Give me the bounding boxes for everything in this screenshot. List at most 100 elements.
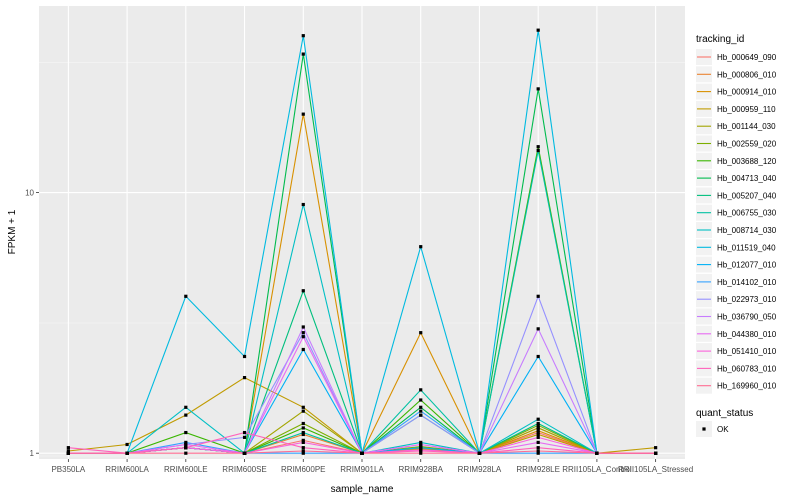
x-tick-label: RRII105LA_Stressed — [618, 465, 693, 474]
data-point — [419, 405, 423, 409]
data-point — [301, 405, 305, 409]
legend-label: Hb_004713_040 — [717, 174, 777, 183]
data-point — [536, 449, 540, 453]
data-point — [536, 423, 540, 427]
data-point — [301, 335, 305, 339]
data-point — [242, 430, 247, 435]
y-axis-title: FPKM + 1 — [7, 209, 18, 254]
x-tick-label: RRIM600SE — [222, 465, 266, 474]
data-point — [301, 289, 305, 293]
x-tick-label: PB350LA — [51, 465, 85, 474]
legend-label: Hb_002559_020 — [717, 140, 777, 149]
data-point — [536, 294, 540, 298]
data-point — [301, 409, 305, 413]
series-points — [66, 28, 658, 455]
legend-label: Hb_012077_010 — [717, 261, 777, 270]
data-point — [536, 435, 540, 439]
data-point — [66, 449, 70, 453]
data-point — [536, 426, 540, 430]
shape-legend-items: OK — [696, 421, 729, 437]
data-point — [301, 449, 305, 453]
data-point — [301, 451, 305, 455]
legend-label: Hb_008714_030 — [717, 226, 777, 235]
data-point — [477, 451, 482, 455]
legend-label: Hb_022973_010 — [717, 295, 777, 304]
data-point — [301, 52, 305, 56]
data-point — [184, 451, 188, 455]
data-point — [419, 440, 423, 445]
legend-label: Hb_006755_030 — [717, 209, 777, 218]
data-point — [536, 417, 540, 421]
data-point — [242, 376, 247, 380]
data-point — [419, 245, 423, 249]
y-tick-label: 1 — [30, 449, 35, 458]
shape-legend-label: OK — [717, 425, 729, 434]
data-point — [536, 421, 540, 426]
legend-label: Hb_000649_090 — [717, 53, 777, 62]
legend-label: Hb_060783_010 — [717, 364, 777, 373]
data-point — [536, 432, 540, 437]
legend-label: Hb_000914_010 — [717, 88, 777, 97]
data-point — [536, 451, 540, 455]
data-point — [419, 409, 423, 413]
data-point — [301, 446, 305, 450]
data-point — [654, 451, 658, 455]
legend: tracking_id Hb_000649_090 Hb_000806_010 Hb… — [696, 34, 777, 437]
data-point — [536, 446, 540, 450]
data-point — [536, 430, 540, 435]
data-point — [419, 446, 423, 450]
data-point — [184, 294, 188, 298]
data-point — [242, 435, 247, 439]
data-point — [419, 331, 423, 335]
data-point — [419, 451, 423, 455]
data-point — [184, 430, 188, 435]
legend-label: Hb_044380_010 — [717, 330, 777, 339]
legend-label: Hb_005207_040 — [717, 191, 777, 200]
data-point — [536, 354, 540, 359]
legend-label: Hb_000806_010 — [717, 70, 777, 79]
x-axis: PB350LA RRIM600LA RRIM600LE RRIM600SE RRIM60… — [51, 459, 693, 474]
data-point — [301, 432, 305, 437]
legend-label: Hb_051410_010 — [717, 347, 777, 356]
x-tick-label: RRIM928LA — [458, 465, 502, 474]
data-point — [66, 446, 70, 450]
data-point — [419, 449, 423, 453]
data-point — [536, 145, 540, 149]
x-tick-label: RRIM901LA — [340, 465, 384, 474]
legend-label: Hb_000959_110 — [717, 105, 776, 114]
shape-legend-title: quant_status — [696, 408, 753, 419]
data-point — [301, 430, 305, 435]
data-point — [125, 451, 129, 455]
data-point — [419, 388, 423, 392]
data-point — [301, 438, 305, 442]
data-point — [242, 451, 247, 455]
data-point — [419, 442, 423, 447]
legend-label: Hb_003688_120 — [717, 157, 777, 166]
x-tick-label: RRIM928BA — [398, 465, 443, 474]
legend-label: Hb_014102_010 — [717, 278, 777, 287]
data-point — [536, 440, 540, 445]
data-point — [301, 202, 305, 207]
data-point — [301, 34, 305, 38]
x-tick-label: RRIM600PE — [281, 465, 325, 474]
data-point — [301, 331, 305, 335]
data-point — [536, 327, 540, 331]
x-axis-title: sample_name — [331, 484, 394, 495]
data-point — [184, 446, 188, 450]
x-tick-label: RRIM600LE — [164, 465, 208, 474]
legend-label: Hb_001144_030 — [717, 122, 776, 131]
data-point — [184, 405, 188, 409]
legend-label: Hb_011519_040 — [717, 243, 776, 252]
grid — [39, 6, 685, 459]
data-point — [360, 451, 364, 455]
data-point — [184, 413, 188, 417]
data-point — [536, 87, 540, 91]
data-point — [125, 442, 129, 447]
data-point — [66, 451, 70, 455]
legend-title: tracking_id — [696, 34, 744, 45]
data-point — [419, 413, 423, 417]
data-point — [301, 112, 305, 116]
data-point — [536, 429, 540, 433]
x-tick-label: RRIM600LA — [105, 465, 149, 474]
